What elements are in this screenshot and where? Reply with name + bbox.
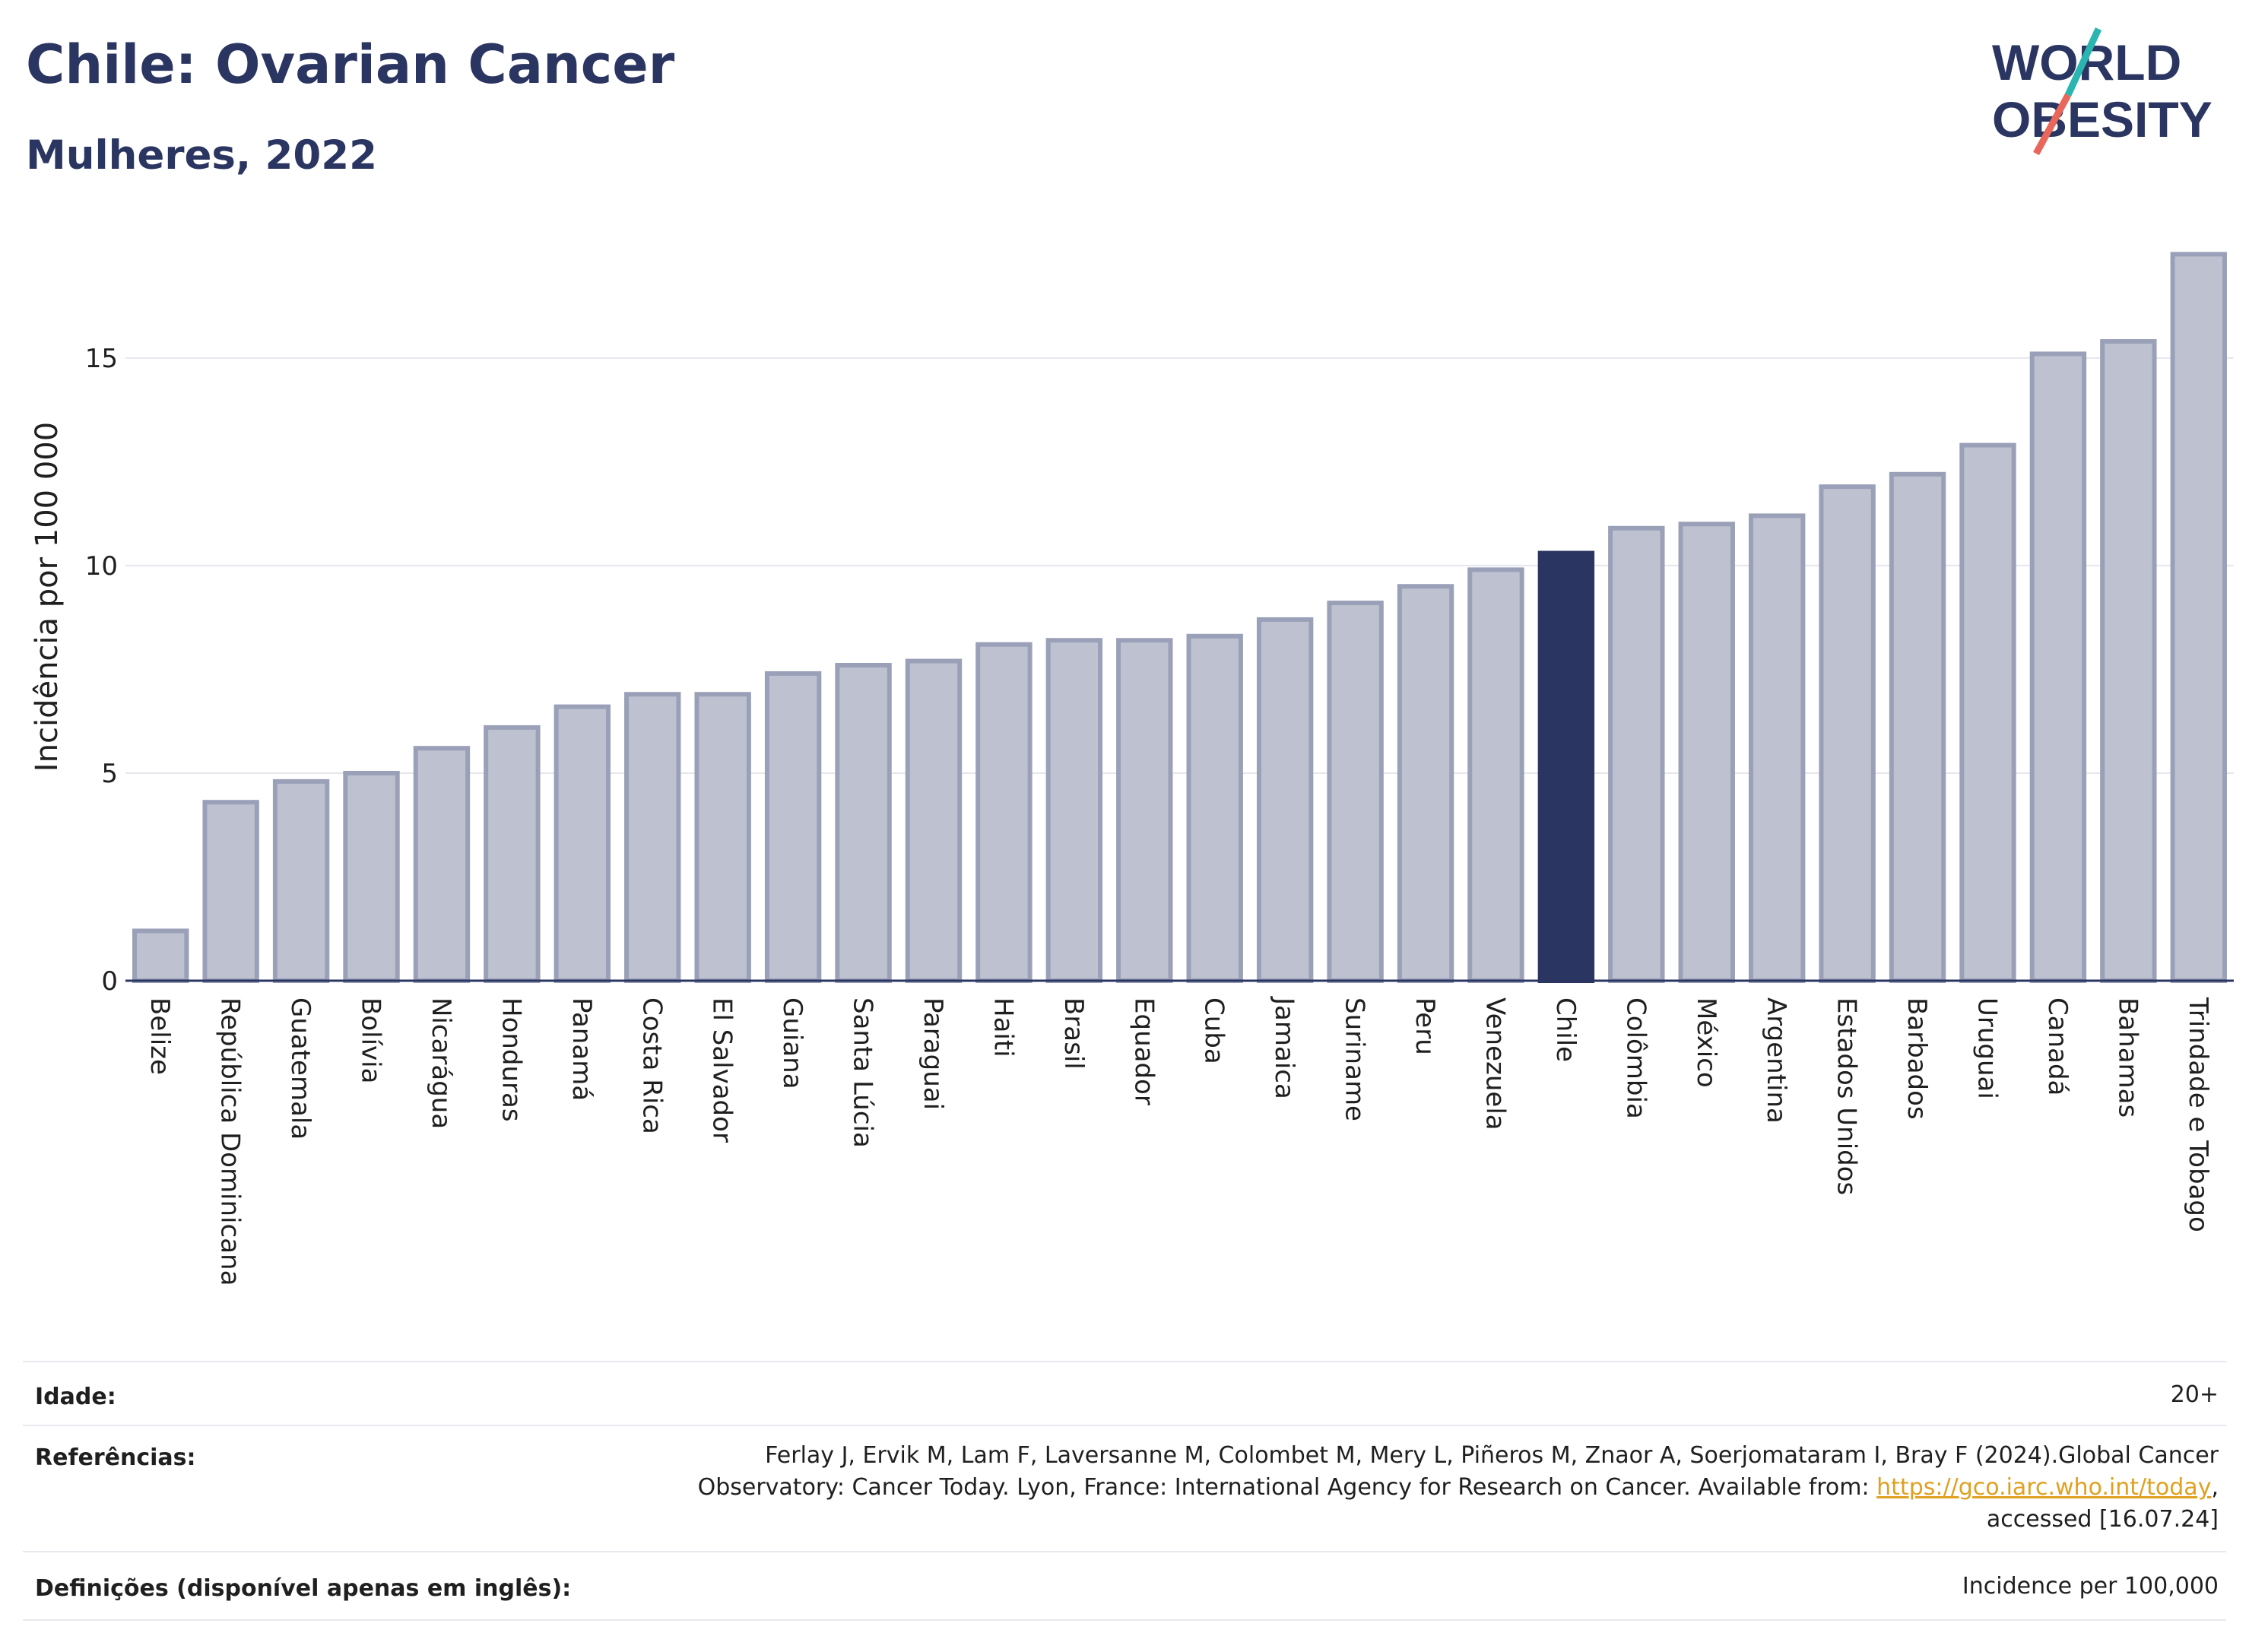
bar-honduras [484,725,541,983]
bar-brasil [1045,638,1103,983]
bar-peru [1397,584,1454,983]
bar-costa-rica [624,692,681,984]
x-label: El Salvador [707,997,738,1143]
references-row: Referências: Ferlay J, Ervik M, Lam F, L… [23,1425,2226,1552]
age-label: Idade: [35,1384,116,1410]
bars [125,252,2234,984]
x-label: Cuba [1199,997,1229,1064]
x-label: Panamá [566,997,597,1101]
bar-argentina [1748,513,1806,983]
bar-equador [1116,638,1173,983]
x-label: Guatemala [285,997,316,1140]
bar-estados-unidos [1819,484,1876,983]
x-label: Peru [1410,997,1440,1055]
x-label: Costa Rica [636,997,667,1134]
bar-colômbia [1608,525,1665,983]
age-value: 20+ [2170,1381,2219,1408]
references-line2-suffix: , [2211,1474,2219,1501]
bar-panamá [554,704,611,983]
x-label: Uruguai [1971,997,2002,1099]
bar-barbados [1889,471,1946,983]
bar-el-salvador [694,692,751,984]
definitions-row: Definições (disponível apenas em inglês)… [23,1551,2226,1621]
bar-nicarágua [413,746,471,984]
x-label: Equador [1128,997,1159,1105]
x-label: Trindade e Tobago [2183,997,2213,1232]
x-label: Canadá [2042,997,2073,1096]
references-value: Ferlay J, Ervik M, Lam F, Laversanne M, … [698,1440,2219,1536]
bar-guatemala [272,778,330,984]
bar-bolívia [343,770,400,984]
x-label: Colômbia [1620,997,1651,1119]
references-link[interactable]: https://gco.iarc.who.int/today [1876,1474,2212,1501]
x-label: Haiti [988,997,1018,1057]
x-label: Jamaica [1269,996,1299,1099]
y-tick-label: 15 [85,344,118,374]
references-line3: accessed [16.07.24] [1986,1506,2219,1533]
bar-uruguai [1959,442,2016,983]
world-obesity-logo: WORLD OBESITY [1992,27,2213,156]
chart-title: Chile: Ovarian Cancer [26,33,675,96]
bar-suriname [1327,601,1384,984]
x-label: Chile [1550,997,1581,1062]
x-category-labels: Belize República Dominicana Guatemala Bolív… [144,996,2213,1286]
definitions-value: Incidence per 100,000 [1962,1573,2219,1600]
logo-slash-teal [2064,27,2102,97]
y-tick-label: 5 [101,759,118,789]
y-axis-title: Incidência por 100 000 [30,422,65,772]
bar-canadá [2029,351,2087,983]
x-label: Honduras [496,997,526,1122]
x-label: Belize [144,997,175,1075]
x-label: Paraguai [918,997,948,1110]
age-row: Idade: 20+ [23,1361,2226,1426]
x-label: Argentina [1761,997,1791,1124]
bar-bahamas [2100,339,2157,984]
x-label: Barbados [1902,997,1932,1120]
x-label: Suriname [1340,997,1370,1121]
grid-lines [125,357,2234,774]
x-label: México [1691,997,1721,1088]
chart-subtitle: Mulheres, 2022 [26,132,378,179]
x-label: Santa Lúcia [848,997,878,1148]
bar-méxico [1678,522,1735,983]
x-label: República Dominicana [215,997,246,1286]
bar-belize [132,928,189,984]
references-line2: Observatory: Cancer Today. Lyon, France:… [698,1472,2219,1504]
y-tick-labels: 0 5 10 15 [85,344,118,997]
y-tick-label: 10 [85,551,118,582]
bar-guiana [764,671,822,983]
x-label: Bahamas [2112,997,2143,1118]
logo-slash-red [2033,93,2071,156]
x-label: Bolívia [356,997,386,1083]
x-label: Brasil [1058,997,1089,1070]
logo-line2: OBESITY [1992,91,2213,147]
definitions-label: Definições (disponível apenas em inglês)… [35,1575,572,1602]
references-label: Referências: [35,1444,196,1471]
bar-chile [1537,550,1595,983]
x-label: Venezuela [1480,997,1510,1130]
bar-cuba [1186,633,1243,983]
bar-haiti [975,642,1033,983]
x-label: Estados Unidos [1832,997,1862,1195]
bar-jamaica [1256,617,1314,983]
references-line1: Ferlay J, Ervik M, Lam F, Laversanne M, … [765,1442,2219,1469]
bar-santa-lúcia [835,662,892,983]
x-label: Nicarágua [426,997,456,1129]
bar-trindade-e-tobago [2170,252,2227,983]
references-line2-text: Observatory: Cancer Today. Lyon, France:… [697,1474,1877,1501]
bar-chart: 0 5 10 15 Belize República Dominicana Guatema… [30,252,2234,1286]
bar-venezuela [1467,567,1524,983]
bar-república-dominicana [202,800,259,984]
bar-paraguai [905,658,963,983]
y-tick-label: 0 [101,966,118,997]
x-label: Guiana [777,997,807,1089]
